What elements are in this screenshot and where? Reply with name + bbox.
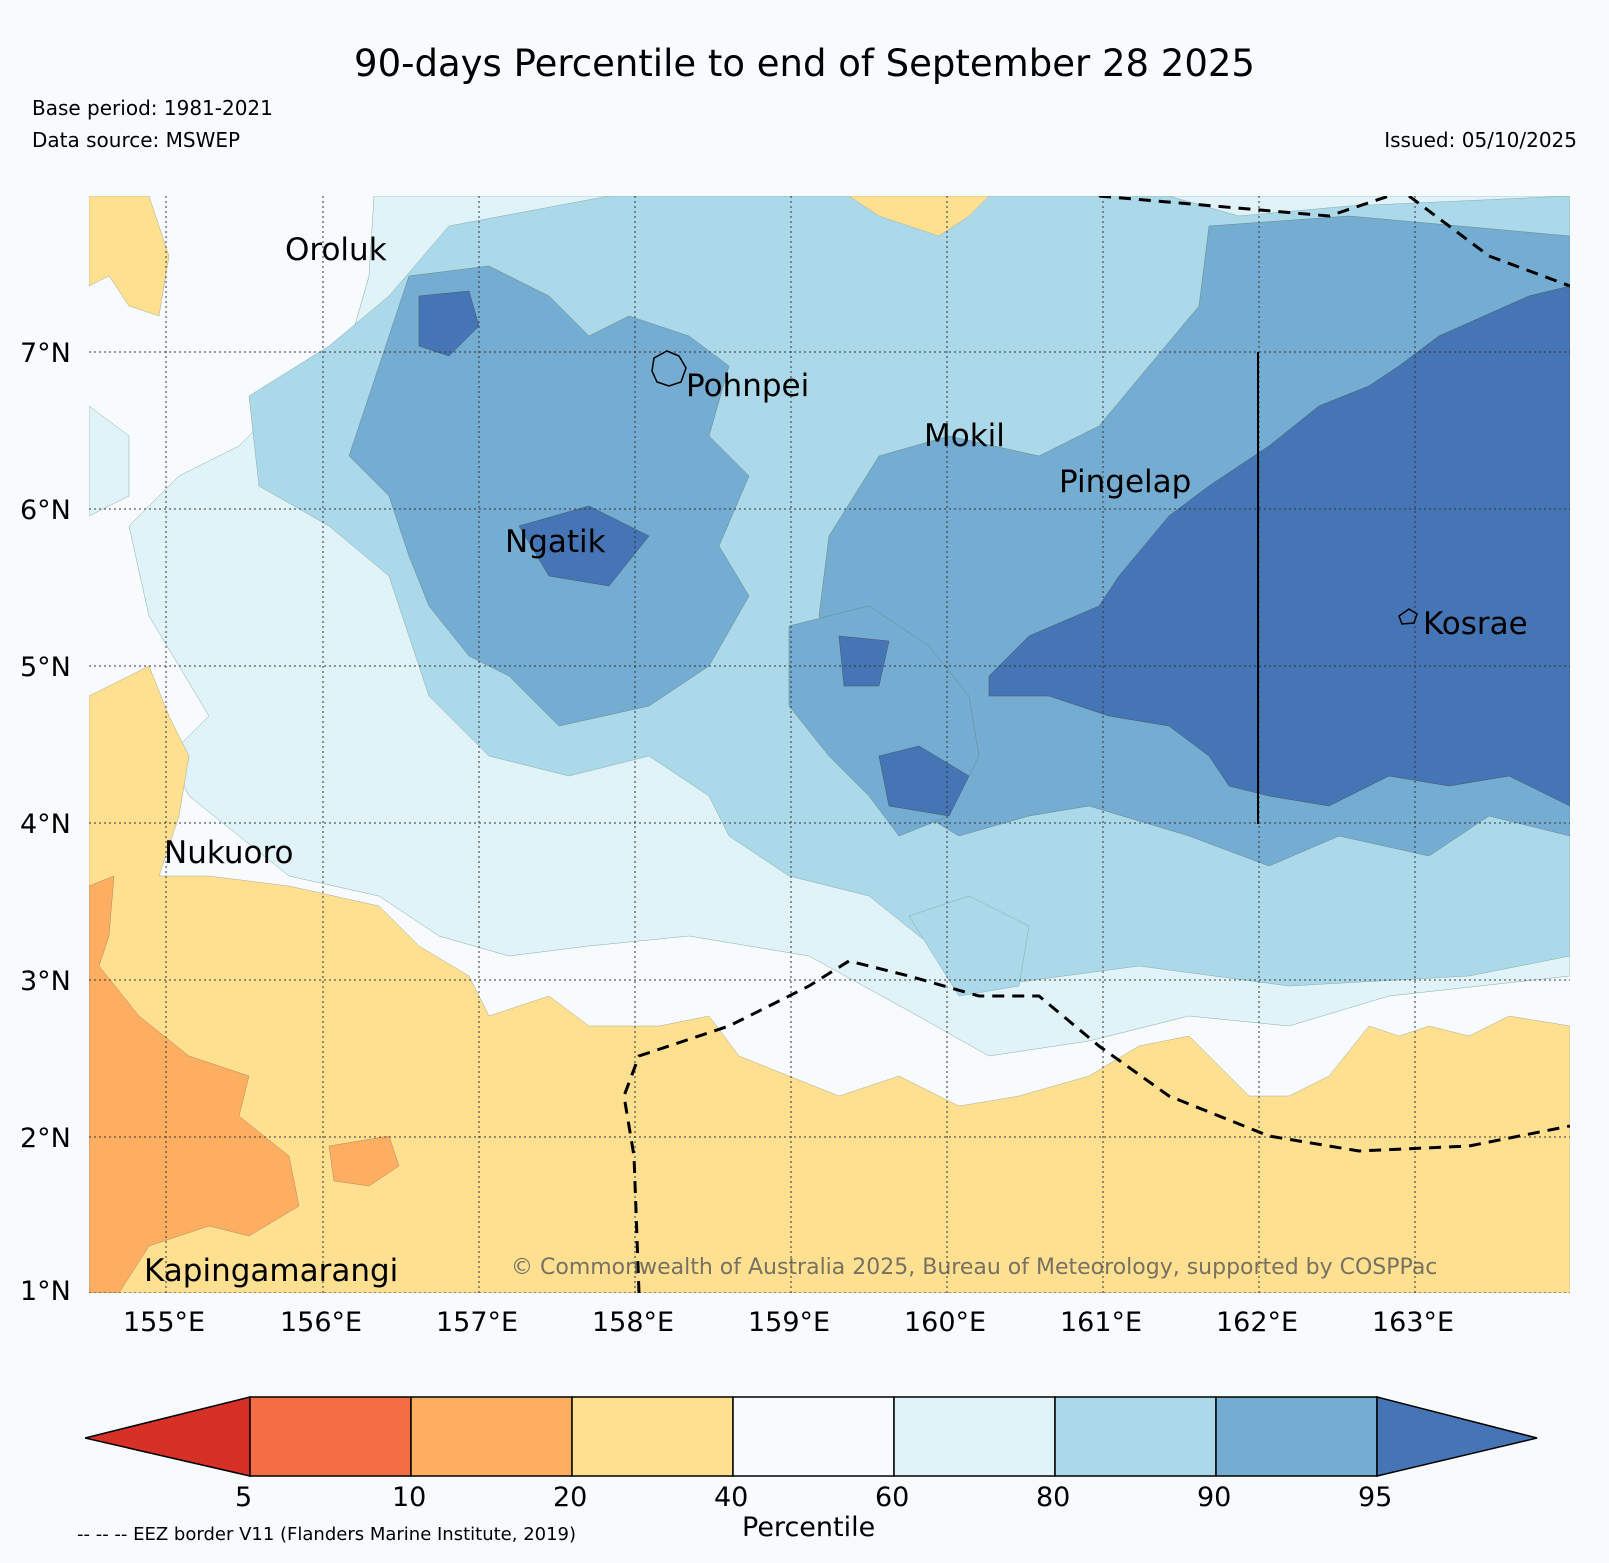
band-above-95-c xyxy=(518,505,650,587)
map-title: 90-days Percentile to end of September 2… xyxy=(354,42,1255,85)
lat-label: 6°N xyxy=(20,495,71,526)
colorbar-label: Percentile xyxy=(742,1512,876,1543)
rainfall-percentile-map: Oroluk Pohnpei Mokil Pingelap Ngatik Kos… xyxy=(89,196,1570,1293)
colorbar xyxy=(85,1396,1538,1477)
colorbar-tick: 10 xyxy=(392,1482,427,1513)
data-source: Data source: MSWEP xyxy=(32,128,241,152)
eez-legend-note: -- -- -- EEZ border V11 (Flanders Marine… xyxy=(77,1524,577,1545)
lon-label: 162°E xyxy=(1216,1307,1299,1338)
band-above-95-e xyxy=(878,745,970,817)
band-above-95-b xyxy=(418,290,480,357)
lat-label: 3°N xyxy=(20,966,71,997)
colorbar-segment-20-40 xyxy=(571,1396,734,1477)
colorbar-tick: 95 xyxy=(1358,1482,1393,1513)
band-10-20-b xyxy=(328,1135,400,1187)
island-label-oroluk: Oroluk xyxy=(285,232,387,268)
colorbar-segment-60-80 xyxy=(893,1396,1056,1477)
colorbar-segment-80-90 xyxy=(1054,1396,1217,1477)
colorbar-tick: 40 xyxy=(714,1482,749,1513)
eez-borders xyxy=(622,196,1570,1293)
copyright-notice: © Commonwealth of Australia 2025, Bureau… xyxy=(511,1255,1437,1280)
lon-label: 159°E xyxy=(748,1307,831,1338)
base-period: Base period: 1981-2021 xyxy=(32,96,273,120)
island-label-mokil: Mokil xyxy=(924,418,1005,454)
colorbar-segment-10-20 xyxy=(410,1396,573,1477)
colorbar-segment-below-5 xyxy=(85,1396,251,1477)
band-20-40-north xyxy=(848,196,990,237)
lon-label: 156°E xyxy=(280,1307,363,1338)
island-label-pohnpei: Pohnpei xyxy=(686,368,809,404)
issued-date: Issued: 05/10/2025 xyxy=(1384,128,1577,152)
pohnpei-island-outline xyxy=(651,350,687,387)
band-10-20 xyxy=(89,875,300,1293)
colorbar-tick: 60 xyxy=(875,1482,910,1513)
kosrae-island-outline xyxy=(1398,608,1418,625)
lon-label: 163°E xyxy=(1372,1307,1455,1338)
colorbar-segment-40-60 xyxy=(732,1396,895,1477)
colorbar-tick: 20 xyxy=(553,1482,588,1513)
colorbar-segment-above-95 xyxy=(1376,1396,1538,1477)
band-above-95-d xyxy=(838,635,890,687)
island-label-nukuoro: Nukuoro xyxy=(164,835,293,871)
island-label-ngatik: Ngatik xyxy=(505,524,606,560)
lat-label: 5°N xyxy=(20,652,71,683)
lon-label: 158°E xyxy=(592,1307,675,1338)
band-20-40-nw xyxy=(89,196,170,317)
lon-label: 160°E xyxy=(904,1307,987,1338)
colorbar-tick: 5 xyxy=(235,1482,253,1513)
island-label-kapingamarangi: Kapingamarangi xyxy=(144,1253,398,1289)
colorbar-segment-5-10 xyxy=(249,1396,412,1477)
lon-label: 157°E xyxy=(436,1307,519,1338)
lat-label: 7°N xyxy=(20,338,71,369)
lon-label: 161°E xyxy=(1060,1307,1143,1338)
island-label-pingelap: Pingelap xyxy=(1059,464,1191,500)
gridlines xyxy=(89,196,1570,1293)
band-20-40-south xyxy=(89,665,1570,1293)
lon-label: 155°E xyxy=(123,1307,206,1338)
colorbar-tick: 80 xyxy=(1036,1482,1071,1513)
colorbar-tick: 90 xyxy=(1197,1482,1232,1513)
band-80-90-c xyxy=(908,895,1030,997)
island-label-kosrae: Kosrae xyxy=(1423,606,1528,642)
colorbar-segment-90-95 xyxy=(1215,1396,1378,1477)
lat-label: 4°N xyxy=(20,809,71,840)
band-60-80-b xyxy=(89,405,130,517)
lat-label: 1°N xyxy=(20,1276,71,1307)
lat-label: 2°N xyxy=(20,1123,71,1154)
